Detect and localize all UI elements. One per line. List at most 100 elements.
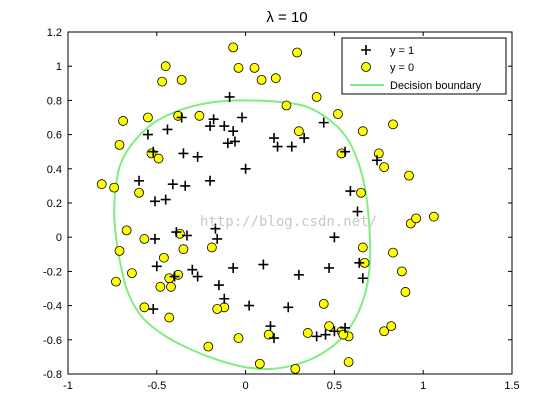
negative-point <box>373 148 384 159</box>
y-tick-label: 0.4 <box>47 164 62 176</box>
negative-point <box>290 363 301 374</box>
positive-point <box>237 112 248 123</box>
negative-point <box>143 112 153 123</box>
legend-label-y1: y = 1 <box>390 45 414 57</box>
negative-point <box>134 187 144 198</box>
legend-entry-y1: y = 1 <box>361 45 414 57</box>
negative-point <box>157 76 168 87</box>
negative-point <box>386 321 397 332</box>
negative-point <box>357 242 368 253</box>
negative-point <box>388 119 398 130</box>
positive-point <box>340 322 351 333</box>
positive-point <box>299 133 310 144</box>
y-tick-label: -0.2 <box>43 266 62 278</box>
positive-point <box>320 329 331 340</box>
positive-point <box>212 233 223 244</box>
negative-point <box>356 187 366 198</box>
positive-point <box>192 151 203 162</box>
negative-point <box>233 333 244 343</box>
legend: y = 1 y = 0 Decision boundary <box>341 37 507 95</box>
positive-point <box>286 141 297 152</box>
legend-entry-boundary: Decision boundary <box>350 80 482 92</box>
positive-point <box>224 91 235 102</box>
decision-boundary-line <box>113 99 372 371</box>
x-tick-label: -1 <box>63 380 73 392</box>
negative-point <box>139 302 150 313</box>
negative-point <box>178 244 189 255</box>
x-tick-label: 0 <box>243 380 249 392</box>
negative-point <box>254 358 265 369</box>
negative-point <box>428 211 439 222</box>
positive-point <box>181 230 192 241</box>
y-tick-label: -0.8 <box>43 369 62 381</box>
positive-point <box>228 262 239 273</box>
negative-point <box>338 329 349 340</box>
decision-boundary-layer <box>113 99 372 371</box>
positive-point <box>293 269 304 280</box>
legend-label-y0: y = 0 <box>390 62 414 74</box>
negative-point <box>302 328 313 338</box>
positive-point <box>192 271 203 282</box>
axis-ticks: -1 -0.5 0 0.5 1 1.5 -0.8 -0.6 -0.4 -0.2 0 0.2 0.4 0.6… <box>43 27 520 392</box>
positive-point <box>272 141 283 152</box>
positive-point <box>258 259 269 270</box>
positive-point <box>150 233 161 244</box>
positive-point <box>354 257 365 268</box>
negative-point <box>388 247 398 258</box>
negative-point <box>333 109 343 119</box>
negative-point <box>127 268 137 279</box>
positive-point <box>187 264 198 275</box>
positive-point <box>148 304 159 315</box>
negative-point <box>357 126 368 137</box>
positive-point <box>148 146 159 157</box>
positive-point <box>219 293 230 304</box>
negative-point <box>121 225 132 236</box>
legend-plus-marker <box>361 45 371 55</box>
negative-point <box>139 234 150 244</box>
negative-point <box>194 110 205 121</box>
negative-point <box>114 139 125 150</box>
positive-point <box>269 133 280 144</box>
negative-point <box>249 63 260 73</box>
negative-point <box>396 266 407 277</box>
positive-point <box>318 117 329 128</box>
positive-point <box>150 196 161 207</box>
positive-point <box>142 129 153 140</box>
negative-point <box>111 276 121 287</box>
watermark: http://blog.csdn.net/ <box>200 214 377 230</box>
positive-point <box>357 273 368 284</box>
negative-point <box>164 273 175 284</box>
negative-point <box>109 182 120 193</box>
negative-point <box>203 341 214 352</box>
positive-point <box>162 124 173 135</box>
positive-point <box>329 326 340 337</box>
positive-point <box>311 331 322 342</box>
positive-point <box>222 138 233 149</box>
positive-point <box>171 227 182 238</box>
legend-entry-y0: y = 0 <box>361 62 414 74</box>
positive-point <box>265 321 276 332</box>
y-tick-label: 0.6 <box>47 130 62 142</box>
positive-point <box>134 175 145 186</box>
negative-point <box>379 162 390 172</box>
negative-point <box>293 126 304 137</box>
positive-point <box>345 186 356 197</box>
y-tick-label: 0 <box>56 232 62 244</box>
positive-point <box>151 261 162 272</box>
negative-point <box>166 281 176 292</box>
negative-point <box>324 321 334 332</box>
negative-point <box>281 100 292 111</box>
negative-point <box>292 47 303 58</box>
y-tick-label: -0.6 <box>43 335 62 347</box>
negative-point <box>318 298 329 309</box>
positive-point <box>205 175 216 186</box>
positive-point <box>283 302 294 313</box>
negative-point <box>233 63 244 73</box>
negative-point <box>206 242 217 253</box>
negative-point <box>379 326 390 337</box>
chart-title: λ = 10 <box>266 9 307 26</box>
x-tick-label: 1 <box>420 380 426 392</box>
positive-point <box>169 271 180 282</box>
positive-point <box>176 112 187 123</box>
